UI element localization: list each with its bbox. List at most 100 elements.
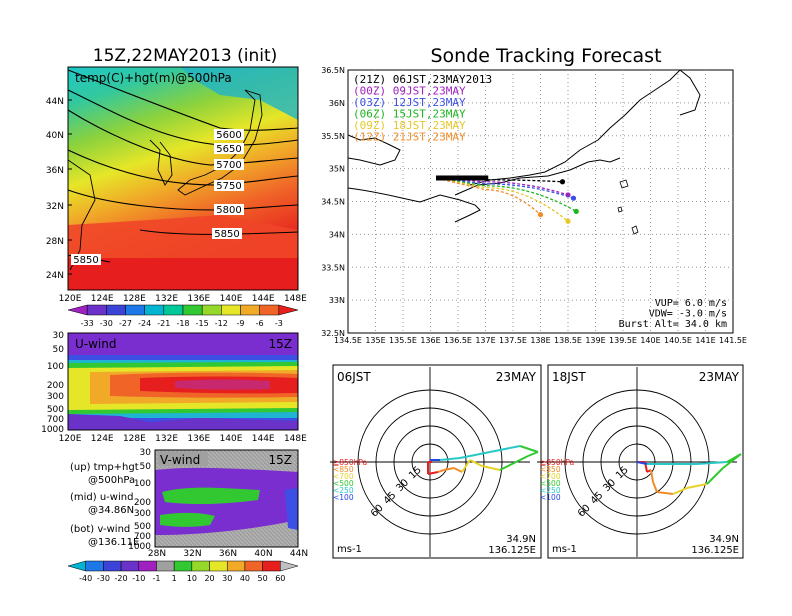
v-wind-lat-tick: 40N — [254, 549, 272, 559]
wind-colorbar-label: 40 — [240, 574, 250, 583]
wind-colorbar-swatch — [138, 560, 157, 572]
v-wind-p-tick: 100 — [134, 479, 151, 489]
temp-lat-tick: 28N — [46, 237, 64, 247]
v-wind-blue — [285, 488, 298, 530]
track-lon-tick: 140.5E — [664, 336, 692, 345]
temp-colorbar-label: -21 — [157, 319, 170, 328]
temp-lon-ticks: 120E 124E 128E 132E 136E 140E 144E 148E — [59, 294, 308, 304]
v-wind-green — [162, 487, 260, 505]
v-wind-p-tick: 700 — [134, 532, 151, 542]
track-param: VUP= 6.0 m/s — [655, 298, 727, 309]
hodo-segment — [636, 461, 648, 465]
wind-colorbar-swatch — [85, 560, 104, 572]
legend-note: (mid) u-wind — [70, 492, 133, 503]
temp-colorbar-label: -24 — [138, 319, 151, 328]
wind-colorbar-label: 10 — [187, 574, 197, 583]
track-param: VDW= -3.0 m/s — [649, 309, 727, 320]
hodo-segment — [726, 453, 742, 463]
temp-colorbar-label: -9 — [237, 319, 245, 328]
hodo-06-lat: 34.9N — [506, 534, 536, 545]
hodo-segment — [461, 459, 471, 473]
u-wind-lon-tick: 128E — [123, 434, 146, 444]
temp-lon-tick: 140E — [220, 294, 243, 304]
track-legend-entry: (03Z) 12JST,23MAY — [353, 96, 466, 109]
temp-lon-tick: 148E — [284, 294, 307, 304]
hodo-level-label: <850 — [540, 465, 561, 474]
u-wind-lon-ticks: 120E 124E 128E 132E 136E 140E 144E 148E — [59, 434, 308, 444]
u-wind-lon-tick: 148E — [284, 434, 307, 444]
legend-notes: (up) tmp+hgt @500hPa (mid) u-wind @34.86N (b… — [70, 462, 139, 548]
track-lat-tick: 33N — [329, 296, 345, 305]
legend-note: @500hPa — [88, 475, 135, 486]
track-lon-tick: 136.5E — [444, 336, 472, 345]
temp-colorbar-label: -12 — [215, 319, 228, 328]
hodo-level-label: <500 — [333, 479, 354, 488]
contour-label: 5600 — [216, 130, 241, 141]
temp-lon-tick: 132E — [155, 294, 178, 304]
hodo-level-label: <100 — [540, 493, 561, 502]
hodo-segment — [469, 459, 483, 467]
wind-colorbar-label: -1 — [152, 574, 160, 583]
hodo-06-date: 23MAY — [496, 370, 537, 384]
wind-colorbar-swatch — [67, 560, 86, 572]
hodo-segment — [650, 469, 654, 483]
wind-colorbar-swatch — [209, 560, 228, 572]
wind-colorbar-swatch — [280, 560, 299, 572]
hodo-level-label: ≧850hPa — [540, 458, 574, 467]
sonde-landing — [565, 218, 571, 224]
v-wind-p-tick: 1000 — [128, 542, 151, 552]
u-wind-p-tick: 50 — [53, 345, 65, 355]
track-lat-tick: 36N — [329, 99, 345, 108]
temp-colorbar-label: -6 — [256, 319, 264, 328]
track-param: Burst Alt= 34.0 km — [619, 319, 727, 330]
hodo-segment — [499, 455, 529, 471]
track-lat-tick: 34.5N — [321, 198, 345, 207]
track-lon-tick: 138E — [530, 336, 550, 345]
temp-colorbar-swatch — [163, 304, 184, 316]
wind-colorbar-swatch — [191, 560, 210, 572]
hodograph-06jst: 06JST 23MAY ms-1 34.9N 136.125E 15304560… — [330, 364, 542, 559]
sonde-tracks — [436, 175, 579, 224]
temp-lon-tick: 136E — [187, 294, 210, 304]
sonde-track — [437, 177, 577, 212]
coastline-korea — [149, 139, 173, 186]
contour-label: 5650 — [216, 144, 241, 155]
temp-map: temp(C)+hgt(m)@500hPa 44N 40N 36N 32N 28N 24N… — [46, 66, 308, 304]
u-wind-lon-tick: 140E — [220, 434, 243, 444]
u-wind-lon-tick: 144E — [252, 434, 275, 444]
v-wind-time: 15Z — [269, 453, 293, 467]
track-lat-tick: 35.5N — [321, 132, 345, 141]
wind-colorbar-label: 60 — [275, 574, 285, 583]
legend-note: (up) tmp+hgt — [70, 462, 139, 473]
temp-field-warm — [68, 258, 298, 290]
hodo-06-lon: 136.125E — [488, 545, 536, 556]
hodo-level-label: <250 — [540, 486, 561, 495]
contour-label: 5750 — [216, 181, 241, 192]
temp-colorbar-label: -18 — [176, 319, 189, 328]
contour-label: 5800 — [216, 205, 241, 216]
temp-lon-tick: 124E — [91, 294, 114, 304]
hodo-segment — [652, 481, 658, 493]
v-wind-p-tick: 50 — [140, 462, 152, 472]
hodo-segment — [672, 487, 688, 495]
hodo-segment — [656, 491, 674, 495]
temp-lon-tick: 128E — [123, 294, 146, 304]
u-wind-time: 15Z — [269, 337, 293, 351]
temp-colorbar-swatch — [144, 304, 165, 316]
hodo-level-label: <700 — [540, 472, 561, 481]
hodo-segment — [439, 457, 461, 461]
sonde-landing — [573, 208, 579, 214]
hodo-level-label: <850 — [333, 465, 354, 474]
track-legend-entry: (00Z) 09JST,23MAY — [353, 85, 466, 98]
hodo-segment — [453, 467, 463, 473]
hodo-level-label: <700 — [333, 472, 354, 481]
wind-colorbar-label: -30 — [97, 574, 110, 583]
temp-colorbar-swatch — [221, 304, 241, 316]
legend-note: @136.11E — [88, 537, 139, 548]
hodo-segment — [696, 461, 728, 465]
v-wind-p-tick: 200 — [134, 498, 151, 508]
track-legend-entry: (09Z) 18JST,23MAY — [353, 119, 466, 132]
